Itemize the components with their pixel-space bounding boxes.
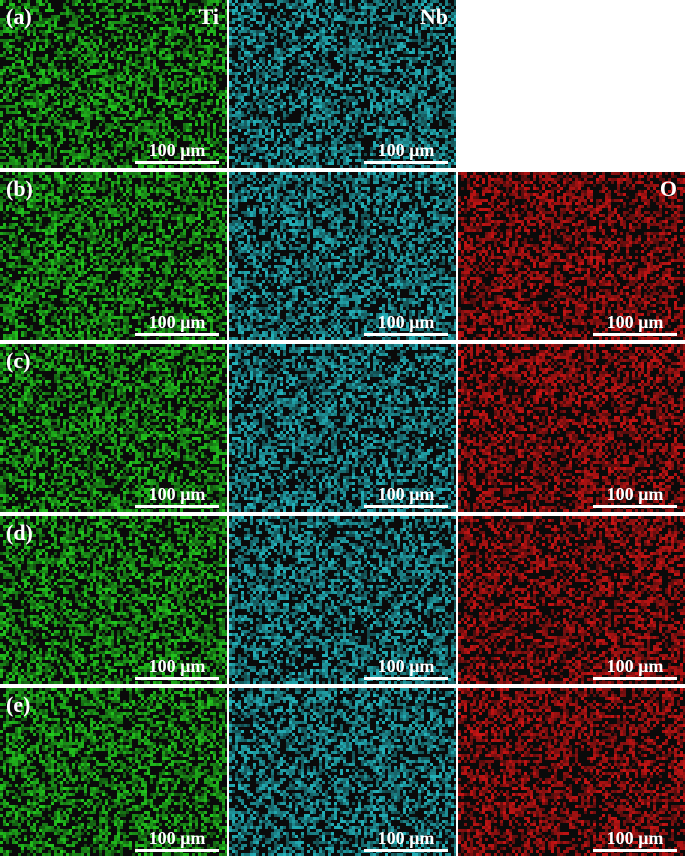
eds-map-ti-row-3: (d) 100 µm	[0, 516, 227, 684]
scale-bar-line	[135, 333, 219, 336]
eds-map-nb-row-1: 100 µm	[229, 172, 456, 340]
scale-bar: 100 µm	[593, 484, 677, 508]
scale-bar: 100 µm	[135, 656, 219, 680]
scale-bar: 100 µm	[135, 484, 219, 508]
scale-bar-label: 100 µm	[364, 656, 448, 676]
scale-bar-line	[135, 677, 219, 680]
eds-map-o-row-4: 100 µm	[458, 688, 685, 856]
scale-bar-line	[135, 505, 219, 508]
eds-noise-texture	[458, 688, 685, 856]
scale-bar-line	[593, 677, 677, 680]
scale-bar-line	[364, 505, 448, 508]
scale-bar-label: 100 µm	[135, 656, 219, 676]
row-label: (e)	[6, 692, 30, 718]
scale-bar: 100 µm	[135, 140, 219, 164]
scale-bar-line	[135, 161, 219, 164]
eds-noise-texture	[229, 516, 456, 684]
eds-noise-texture	[229, 344, 456, 512]
scale-bar-label: 100 µm	[135, 828, 219, 848]
scale-bar: 100 µm	[135, 828, 219, 852]
scale-bar-label: 100 µm	[593, 312, 677, 332]
scale-bar-line	[364, 333, 448, 336]
scale-bar-label: 100 µm	[364, 140, 448, 160]
eds-map-nb-row-2: 100 µm	[229, 344, 456, 512]
eds-map-ti-row-4: (e) 100 µm	[0, 688, 227, 856]
eds-noise-texture	[229, 688, 456, 856]
eds-map-ti-row-2: (c) 100 µm	[0, 344, 227, 512]
scale-bar-label: 100 µm	[364, 484, 448, 504]
scale-bar: 100 µm	[593, 656, 677, 680]
scale-bar-label: 100 µm	[135, 312, 219, 332]
scale-bar: 100 µm	[135, 312, 219, 336]
scale-bar-line	[364, 677, 448, 680]
row-label: (a)	[6, 4, 32, 30]
eds-noise-texture	[458, 516, 685, 684]
eds-noise-texture	[0, 344, 227, 512]
eds-noise-texture	[458, 344, 685, 512]
scale-bar: 100 µm	[364, 828, 448, 852]
scale-bar-label: 100 µm	[593, 484, 677, 504]
scale-bar: 100 µm	[593, 312, 677, 336]
eds-map-ti-row-0: (a) Ti 100 µm	[0, 0, 227, 168]
eds-noise-texture	[0, 0, 227, 168]
element-label: Nb	[420, 4, 448, 30]
scale-bar-label: 100 µm	[593, 656, 677, 676]
scale-bar: 100 µm	[364, 656, 448, 680]
eds-map-o-row-1: O 100 µm	[458, 172, 685, 340]
scale-bar-line	[593, 333, 677, 336]
eds-noise-texture	[0, 688, 227, 856]
scale-bar-line	[364, 161, 448, 164]
row-label: (c)	[6, 348, 30, 374]
row-label: (d)	[6, 520, 33, 546]
scale-bar-label: 100 µm	[135, 140, 219, 160]
scale-bar: 100 µm	[593, 828, 677, 852]
element-label: O	[660, 176, 677, 202]
scale-bar-line	[135, 849, 219, 852]
eds-map-o-row-3: 100 µm	[458, 516, 685, 684]
eds-noise-texture	[0, 172, 227, 340]
scale-bar-line	[593, 849, 677, 852]
eds-noise-texture	[229, 0, 456, 168]
eds-noise-texture	[229, 172, 456, 340]
scale-bar-label: 100 µm	[593, 828, 677, 848]
row-label: (b)	[6, 176, 33, 202]
scale-bar: 100 µm	[364, 484, 448, 508]
eds-map-ti-row-1: (b) 100 µm	[0, 172, 227, 340]
eds-map-nb-row-0: Nb 100 µm	[229, 0, 456, 168]
eds-noise-texture	[0, 516, 227, 684]
scale-bar-label: 100 µm	[135, 484, 219, 504]
eds-map-nb-row-4: 100 µm	[229, 688, 456, 856]
element-label: Ti	[199, 4, 219, 30]
eds-noise-texture	[458, 172, 685, 340]
eds-map-o-row-2: 100 µm	[458, 344, 685, 512]
scale-bar-line	[593, 505, 677, 508]
scale-bar: 100 µm	[364, 140, 448, 164]
scale-bar-line	[364, 849, 448, 852]
scale-bar: 100 µm	[364, 312, 448, 336]
scale-bar-label: 100 µm	[364, 312, 448, 332]
eds-map-nb-row-3: 100 µm	[229, 516, 456, 684]
scale-bar-label: 100 µm	[364, 828, 448, 848]
